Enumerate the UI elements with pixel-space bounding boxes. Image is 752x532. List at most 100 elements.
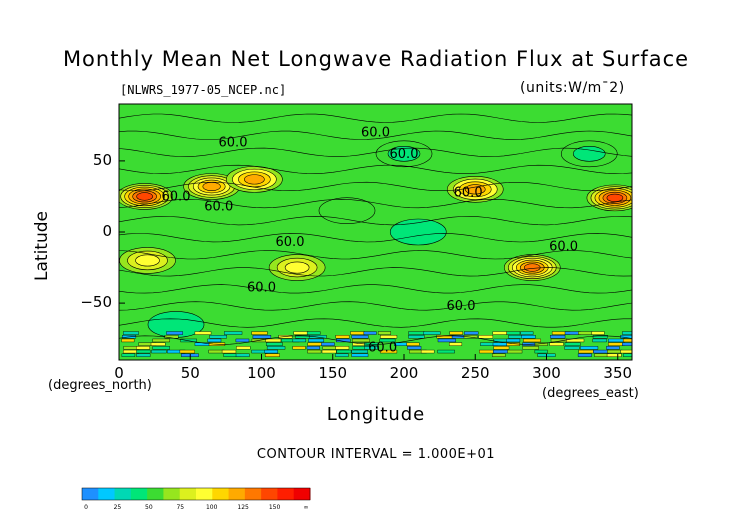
colorbar-label: 150 [268, 504, 281, 511]
field-region [566, 338, 585, 343]
field-region [479, 349, 495, 354]
contour-label: 60.0 [368, 340, 397, 355]
field-region [135, 254, 160, 267]
field-region [564, 346, 580, 350]
colorbar-label: 25 [113, 504, 122, 511]
contour-line [119, 250, 632, 260]
field-region [252, 335, 272, 339]
field-region [136, 353, 151, 357]
field-region [607, 349, 623, 354]
field-region [308, 338, 325, 343]
field-region [464, 184, 486, 195]
field-region [363, 331, 377, 335]
field-region [224, 331, 243, 335]
field-region [235, 353, 250, 357]
contour-line [119, 335, 632, 345]
colorbar-label: 100 [205, 504, 218, 511]
colorbar-swatch [130, 488, 148, 500]
contour-label: 60.0 [204, 200, 233, 215]
contour-label: 60.0 [361, 126, 390, 141]
field-region [309, 335, 327, 339]
x-tick-label: 300 [532, 364, 561, 382]
field-region [266, 342, 283, 346]
field-region [407, 346, 422, 350]
contour-line [119, 233, 632, 243]
field-region [179, 349, 195, 354]
contour-line [119, 181, 632, 192]
field-region [236, 346, 251, 350]
field-region [379, 338, 396, 343]
field-region [520, 331, 534, 335]
colorbar-swatch [244, 488, 262, 500]
x-axis-label: Longitude [326, 404, 426, 425]
contour-line [119, 267, 632, 277]
field-region [550, 335, 566, 339]
colorbar-swatch [212, 488, 230, 500]
field-region [335, 346, 350, 350]
field-region [623, 353, 632, 357]
contour-line [119, 147, 632, 157]
field-region [136, 192, 153, 201]
contour-label: 60.0 [549, 239, 578, 254]
field-region [235, 338, 250, 343]
colorbar-swatch [228, 488, 246, 500]
field-region [335, 353, 349, 357]
field-region [292, 338, 307, 343]
field-region [521, 335, 536, 339]
field-region [606, 346, 620, 350]
contour-label: 60.0 [219, 136, 248, 151]
field-region [492, 342, 508, 346]
contour-label: 60.0 [276, 235, 305, 250]
x-tick-label: 200 [389, 364, 419, 382]
x-tick-label: 50 [180, 364, 200, 382]
y-unit-note: (degrees_north) [48, 378, 152, 393]
field-region [265, 338, 282, 343]
field-region [152, 338, 170, 343]
contour-line [119, 198, 632, 209]
field-region [136, 346, 150, 350]
field-region [284, 261, 310, 274]
y-axis-label: Latitude [32, 211, 52, 281]
field-region [307, 349, 322, 354]
contour-line [119, 318, 632, 328]
y-tick-label: 50 [92, 150, 112, 169]
field-region [423, 331, 441, 335]
field-region [336, 338, 351, 343]
field-region [506, 338, 521, 343]
field-region [244, 174, 265, 185]
field-region [180, 338, 197, 343]
contour-line [119, 216, 632, 226]
colorbar-swatch [293, 488, 311, 500]
field-region [150, 342, 166, 346]
field-region [577, 353, 592, 357]
field-region [591, 331, 605, 335]
x-tick-label: 100 [247, 364, 276, 382]
field-region [202, 181, 221, 191]
colorbar-swatch [163, 488, 181, 500]
field-region [493, 349, 508, 354]
plot-background [119, 104, 632, 360]
field-region [194, 331, 212, 335]
contour-line [119, 301, 632, 311]
field-region [293, 331, 309, 335]
contour-label: 60.0 [162, 190, 191, 205]
field-region [306, 331, 321, 335]
field-region [622, 331, 632, 335]
field-region [123, 331, 139, 335]
field-region [387, 145, 421, 162]
x-tick-label: 250 [460, 364, 490, 382]
field-region [364, 346, 380, 350]
field-region [307, 342, 322, 346]
field-region [593, 349, 609, 354]
field-region [166, 331, 183, 335]
colorbar-swatch [196, 488, 213, 500]
x-tick-label: 0 [114, 364, 124, 382]
colorbar-swatch [82, 488, 99, 500]
colorbar-label: 75 [176, 504, 185, 511]
field-region [522, 346, 539, 350]
field-region [606, 193, 624, 203]
units-label: (units:W/m¯2) [520, 80, 625, 96]
x-tick-label: 150 [318, 364, 348, 382]
field-region [578, 331, 593, 335]
field-region [151, 349, 167, 354]
